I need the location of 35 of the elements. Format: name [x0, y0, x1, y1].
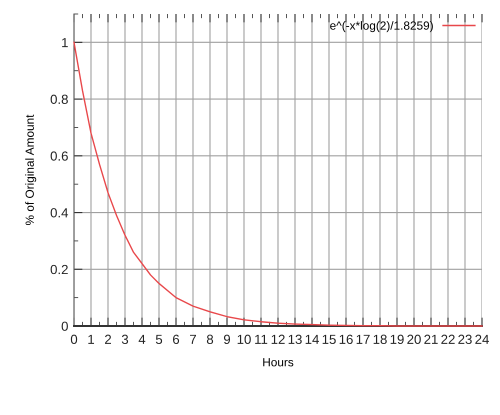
x-tick-label: 9	[224, 334, 230, 344]
x-tick-label: 4	[138, 334, 146, 344]
x-tick-label: 5	[156, 334, 162, 344]
x-tick-label: 17	[356, 334, 370, 344]
x-tick-label: 10	[238, 334, 251, 344]
y-tick-label: 0.8	[50, 94, 68, 104]
x-tick-label: 7	[190, 334, 196, 344]
x-tick-label: 0	[70, 334, 78, 344]
legend-label: e^(-x*log(2)/1.8259)	[330, 21, 433, 32]
y-tick-label: 0	[62, 322, 68, 331]
x-tick-label: 22	[441, 334, 455, 344]
x-tick-label: 14	[306, 334, 319, 344]
x-tick-label: 12	[272, 334, 285, 344]
y-tick-label: 1	[62, 38, 68, 48]
x-tick-label: 11	[255, 334, 268, 344]
x-tick-label: 23	[458, 334, 472, 344]
y-tick-label: 0.4	[50, 208, 68, 218]
y-tick-label: 0.6	[50, 151, 68, 161]
x-tick-label: 3	[122, 334, 128, 344]
y-axis-title: % of Original Amount	[25, 114, 36, 226]
x-tick-label: 13	[288, 334, 302, 344]
x-tick-label: 2	[104, 334, 112, 344]
x-tick-label: 6	[173, 334, 180, 344]
x-axis-title: Hours	[263, 358, 294, 366]
line-series	[73, 42, 483, 327]
x-tick-label: 15	[322, 334, 336, 344]
x-tick-label: 1	[88, 334, 94, 344]
x-tick-label: 18	[374, 334, 387, 344]
x-tick-label: 24	[475, 334, 489, 344]
x-tick-label: 8	[206, 334, 214, 344]
x-tick-label: 20	[407, 334, 421, 344]
y-tick-label: 0.2	[50, 264, 68, 274]
x-tick-label: 21	[424, 334, 438, 344]
x-tick-label: 19	[390, 334, 404, 344]
x-tick-label: 16	[340, 334, 353, 344]
